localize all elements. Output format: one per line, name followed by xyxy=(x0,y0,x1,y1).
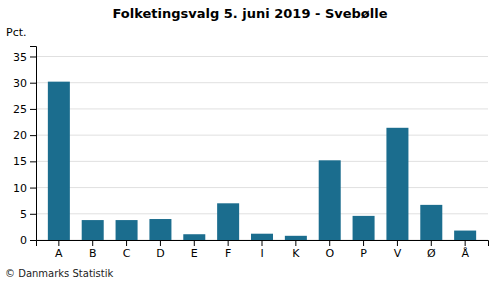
x-tick-mark xyxy=(126,240,127,246)
x-tick-label: F xyxy=(225,247,231,260)
x-tick-label: C xyxy=(123,247,131,260)
grid-line xyxy=(36,161,488,162)
y-tick-label: 5 xyxy=(20,208,27,221)
y-axis: 0 5 10 15 20 25 30 35 xyxy=(13,47,37,248)
y-tick-mark xyxy=(30,188,36,189)
y-tick: 10 xyxy=(13,182,36,195)
bar xyxy=(116,220,138,240)
x-tick-mark xyxy=(329,240,330,246)
grid-line xyxy=(36,56,488,57)
x-tick-label: O xyxy=(325,247,334,260)
y-label: Pct. xyxy=(6,26,27,39)
bar xyxy=(420,205,442,240)
x-tick-label: I xyxy=(260,247,263,260)
x-tick-label: E xyxy=(191,247,198,260)
y-tick-mark xyxy=(30,240,36,241)
x-tick: A xyxy=(55,240,63,260)
x-tick: K xyxy=(292,240,300,260)
x-tick-mark xyxy=(465,240,466,246)
x-tick: V xyxy=(394,240,402,260)
x-tick-mark xyxy=(431,240,432,246)
y-tick: 15 xyxy=(13,155,36,168)
chart-svg: A B C D E F I K O P V Ø Å 0 5 10 15 20 25 30 35 Pct. Folketing… xyxy=(0,0,500,282)
grid-line xyxy=(36,82,488,83)
y-tick-mark xyxy=(30,83,36,84)
chart-container: A B C D E F I K O P V Ø Å 0 5 10 15 20 25 30 35 Pct. Folketing… xyxy=(0,0,500,282)
x-axis: ABCDEFIKOPVØÅ xyxy=(37,240,489,260)
x-tick-label: B xyxy=(89,247,97,260)
x-tick: F xyxy=(225,240,231,260)
grid xyxy=(36,56,488,240)
x-tick-mark xyxy=(262,240,263,246)
x-tick-label: A xyxy=(55,247,63,260)
bars xyxy=(48,82,476,240)
x-tick: B xyxy=(89,240,97,260)
bar xyxy=(183,234,205,240)
x-tick-label: P xyxy=(360,247,367,260)
y-tick-label: 25 xyxy=(13,103,27,116)
x-tick: P xyxy=(360,240,367,260)
x-tick-label: Å xyxy=(461,247,469,260)
y-tick-label: 0 xyxy=(20,234,27,247)
y-tick-label: 35 xyxy=(13,51,27,64)
bar xyxy=(251,234,273,240)
y-tick-label: 15 xyxy=(13,155,27,168)
x-tick-label: D xyxy=(156,247,164,260)
grid-line xyxy=(36,187,488,188)
x-tick-mark xyxy=(58,240,59,246)
y-tick: 5 xyxy=(20,208,36,221)
x-tick-label: Ø xyxy=(427,247,436,260)
bar xyxy=(48,82,70,240)
bar xyxy=(353,216,375,240)
bar xyxy=(217,203,239,240)
y-tick-mark xyxy=(30,56,36,57)
y-tick: 20 xyxy=(13,129,36,142)
x-tick-mark xyxy=(295,240,296,246)
x-tick-label: V xyxy=(394,247,402,260)
y-tick-label: 20 xyxy=(13,129,27,142)
x-tick: I xyxy=(260,240,263,260)
x-tick-mark xyxy=(160,240,161,246)
bar xyxy=(454,231,476,240)
x-tick-mark xyxy=(363,240,364,246)
y-tick: 35 xyxy=(13,51,36,64)
x-tick-mark xyxy=(397,240,398,246)
x-tick-label: K xyxy=(292,247,300,260)
x-tick: O xyxy=(325,240,334,260)
x-tick: Ø xyxy=(427,240,436,260)
y-tick: 30 xyxy=(13,77,36,90)
bar xyxy=(285,236,307,240)
footer-text: © Danmarks Statistik xyxy=(5,268,114,279)
y-tick: 25 xyxy=(13,103,36,116)
x-tick: Å xyxy=(461,240,469,260)
x-tick-mark xyxy=(194,240,195,246)
bar xyxy=(319,160,341,240)
x-axis-line xyxy=(37,241,489,247)
x-tick: C xyxy=(123,240,131,260)
grid-line xyxy=(36,135,488,136)
x-tick-mark xyxy=(92,240,93,246)
x-tick: E xyxy=(191,240,198,260)
y-tick-mark xyxy=(30,214,36,215)
y-axis-line xyxy=(30,47,37,241)
x-tick: D xyxy=(156,240,164,260)
bar xyxy=(386,128,408,240)
y-tick-mark xyxy=(30,109,36,110)
y-tick-mark xyxy=(30,135,36,136)
y-tick-label: 10 xyxy=(13,182,27,195)
title: Folketingsvalg 5. juni 2019 - Svebølle xyxy=(112,6,387,21)
y-tick-mark xyxy=(30,161,36,162)
bar xyxy=(149,219,171,240)
grid-line xyxy=(36,108,488,109)
grid-line xyxy=(36,213,488,214)
x-tick-mark xyxy=(228,240,229,246)
y-tick-label: 30 xyxy=(13,77,27,90)
bar xyxy=(82,220,104,240)
plot-area: A B C D E F I K O P V Ø Å 0 5 10 15 20 25 30 35 xyxy=(13,47,489,260)
y-tick: 0 xyxy=(20,234,36,247)
